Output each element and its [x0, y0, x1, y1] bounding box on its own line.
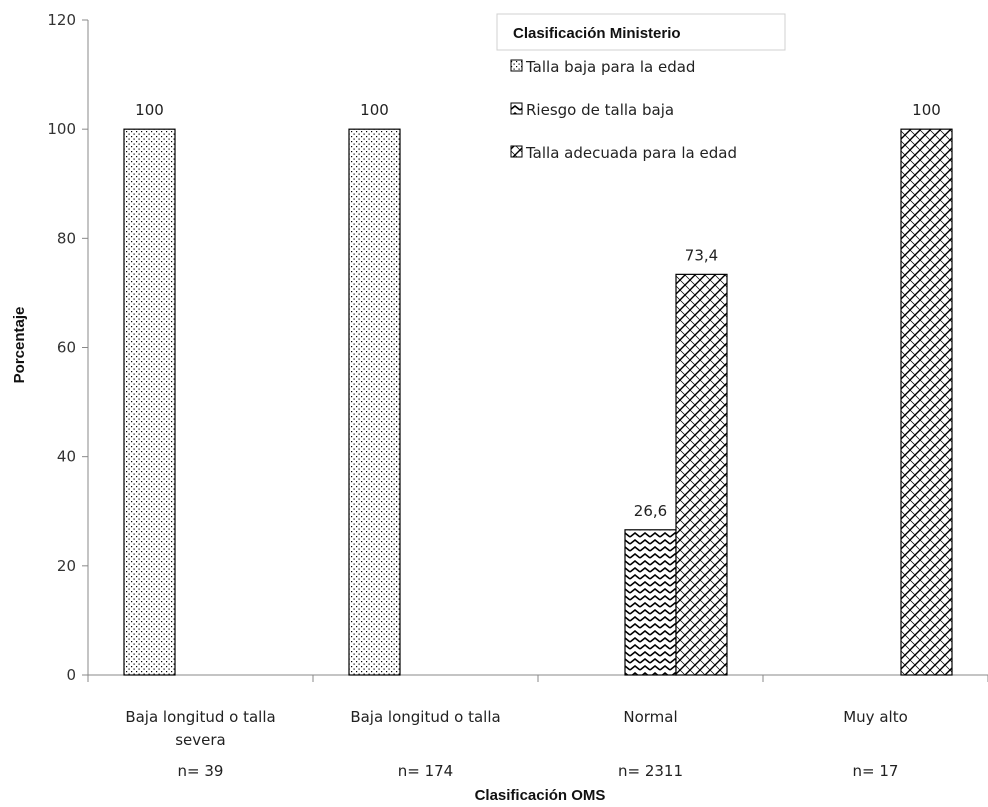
x-category-n-label: n= 17 — [853, 762, 899, 780]
y-tick-label: 60 — [57, 339, 76, 357]
legend-entry-label: Riesgo de talla baja — [526, 101, 674, 119]
x-category-n-label: n= 174 — [398, 762, 453, 780]
x-category-label: Baja longitud o talla — [125, 708, 275, 726]
y-tick-label: 80 — [57, 229, 76, 247]
x-category-n-label: n= 2311 — [618, 762, 683, 780]
x-category-label: Baja longitud o talla — [350, 708, 500, 726]
legend-title: Clasificación Ministerio — [513, 25, 681, 42]
data-labels: 100 100 26,6 73,4 100 — [135, 101, 941, 520]
bar-value-label: 26,6 — [634, 502, 667, 520]
legend-entry-label: Talla adecuada para la edad — [525, 144, 737, 162]
legend-swatch — [510, 145, 523, 158]
bar — [348, 128, 401, 676]
legend-entry-label: Talla baja para la edad — [525, 58, 695, 76]
bars — [123, 128, 953, 676]
x-category-label: severa — [175, 731, 226, 749]
legend-swatch — [510, 102, 523, 115]
x-category-n-label: n= 39 — [178, 762, 224, 780]
bar-value-label: 100 — [360, 101, 389, 119]
bar-value-label: 100 — [135, 101, 164, 119]
bar — [900, 128, 953, 676]
y-tick-label: 40 — [57, 448, 76, 466]
legend-swatch — [510, 59, 523, 72]
legend-title-box — [496, 13, 786, 51]
bar — [624, 529, 677, 676]
bar-value-label: 73,4 — [685, 246, 718, 264]
y-axis: 0 20 40 60 80 100 120 — [47, 11, 89, 684]
y-tick-label: 100 — [47, 120, 76, 138]
y-tick-label: 20 — [57, 557, 76, 575]
bar — [123, 128, 176, 676]
y-tick-label: 120 — [47, 11, 76, 29]
x-category-label: Normal — [623, 708, 677, 726]
x-axis-title: Clasificación OMS — [475, 787, 606, 804]
x-category-label: Muy alto — [843, 708, 908, 726]
x-axis: Baja longitud o talla severa n= 39 Baja lon… — [87, 674, 988, 780]
bar — [675, 273, 728, 676]
y-axis-title: Porcentaje — [11, 307, 28, 384]
legend: Clasificación Ministerio Talla baja para… — [496, 13, 786, 162]
bar-value-label: 100 — [912, 101, 941, 119]
y-tick-label: 0 — [66, 666, 76, 684]
